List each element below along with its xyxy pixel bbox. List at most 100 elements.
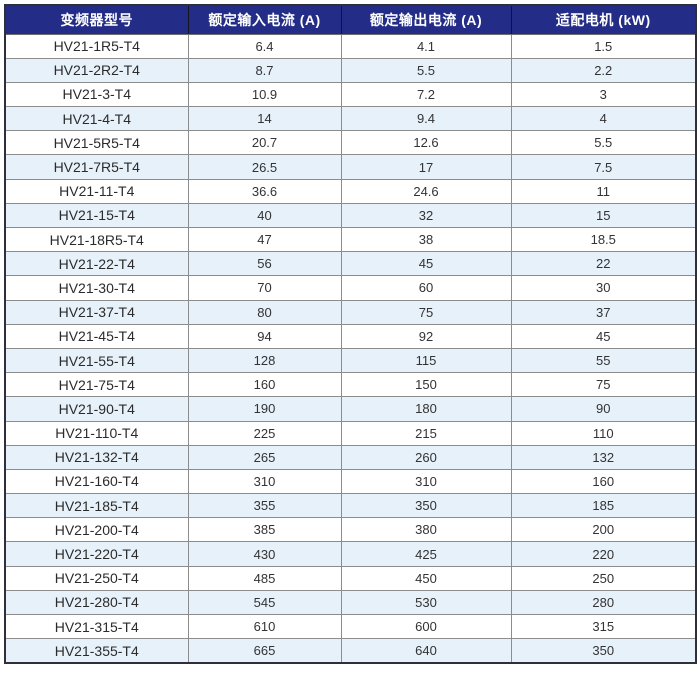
value-cell: 385 [187,517,342,543]
model-cell: HV21-15-T4 [4,202,189,229]
model-cell: HV21-75-T4 [4,372,189,398]
value-cell: 160 [187,372,342,398]
value-cell: 310 [187,468,342,495]
table-row: HV21-2R2-T4 8.7 5.5 2.2 [4,57,697,83]
value-cell: 132 [510,444,697,470]
value-cell: 425 [340,541,512,567]
value-cell: 545 [187,589,342,616]
value-cell: 115 [340,347,512,374]
model-cell: HV21-4-T4 [4,106,189,132]
model-cell: HV21-45-T4 [4,323,189,349]
table-row: HV21-250-T4 485 450 250 [4,565,697,591]
model-cell: HV21-110-T4 [4,420,189,446]
value-cell: 70 [187,275,342,301]
value-cell: 7.2 [340,81,512,108]
value-cell: 45 [340,251,512,277]
value-cell: 215 [340,420,512,446]
value-cell: 225 [187,420,342,446]
value-cell: 485 [187,565,342,591]
column-header-rated-output-current: 额定输出电流 (A) [340,4,512,35]
value-cell: 60 [340,275,512,301]
model-cell: HV21-160-T4 [4,468,189,495]
value-cell: 36.6 [187,178,342,204]
table-row: HV21-185-T4 355 350 185 [4,493,697,519]
value-cell: 22 [510,251,697,277]
value-cell: 110 [510,420,697,446]
table-row: HV21-3-T4 10.9 7.2 3 [4,81,697,108]
value-cell: 200 [510,517,697,543]
value-cell: 600 [340,613,512,640]
value-cell: 315 [510,613,697,640]
value-cell: 530 [340,589,512,616]
value-cell: 11 [510,178,697,204]
value-cell: 260 [340,444,512,470]
model-cell: HV21-200-T4 [4,517,189,543]
model-cell: HV21-18R5-T4 [4,226,189,253]
value-cell: 265 [187,444,342,470]
value-cell: 40 [187,202,342,229]
table-row: HV21-22-T4 56 45 22 [4,251,697,277]
table-row: HV21-7R5-T4 26.5 17 7.5 [4,154,697,180]
table-row: HV21-90-T4 190 180 90 [4,396,697,422]
value-cell: 12.6 [340,130,512,156]
model-cell: HV21-315-T4 [4,613,189,640]
table-header: 变频器型号 额定输入电流 (A) 额定输出电流 (A) 适配电机 (kW) [4,4,697,35]
table-row: HV21-355-T4 665 640 350 [4,638,697,664]
value-cell: 450 [340,565,512,591]
table-row: HV21-75-T4 160 150 75 [4,372,697,398]
value-cell: 4 [510,106,697,132]
table-row: HV21-132-T4 265 260 132 [4,444,697,470]
value-cell: 94 [187,323,342,349]
model-cell: HV21-37-T4 [4,299,189,325]
model-cell: HV21-22-T4 [4,251,189,277]
value-cell: 180 [340,396,512,422]
value-cell: 24.6 [340,178,512,204]
column-header-adapted-motor: 适配电机 (kW) [510,4,697,35]
model-cell: HV21-90-T4 [4,396,189,422]
value-cell: 75 [340,299,512,325]
column-header-model: 变频器型号 [4,4,189,35]
value-cell: 30 [510,275,697,301]
model-cell: HV21-2R2-T4 [4,57,189,83]
value-cell: 3 [510,81,697,108]
value-cell: 430 [187,541,342,567]
value-cell: 32 [340,202,512,229]
value-cell: 75 [510,372,697,398]
value-cell: 2.2 [510,57,697,83]
table-row: HV21-11-T4 36.6 24.6 11 [4,178,697,204]
value-cell: 55 [510,347,697,374]
value-cell: 15 [510,202,697,229]
model-cell: HV21-185-T4 [4,493,189,519]
table-row: HV21-30-T4 70 60 30 [4,275,697,301]
model-cell: HV21-11-T4 [4,178,189,204]
value-cell: 350 [340,493,512,519]
model-cell: HV21-280-T4 [4,589,189,616]
value-cell: 5.5 [510,130,697,156]
table-row: HV21-1R5-T4 6.4 4.1 1.5 [4,33,697,59]
value-cell: 10.9 [187,81,342,108]
value-cell: 380 [340,517,512,543]
value-cell: 5.5 [340,57,512,83]
value-cell: 80 [187,299,342,325]
table-row: HV21-160-T4 310 310 160 [4,468,697,495]
inverter-spec-table: 变频器型号 额定输入电流 (A) 额定输出电流 (A) 适配电机 (kW) HV… [4,4,697,664]
value-cell: 190 [187,396,342,422]
model-cell: HV21-355-T4 [4,638,189,664]
model-cell: HV21-5R5-T4 [4,130,189,156]
value-cell: 665 [187,638,342,664]
model-cell: HV21-55-T4 [4,347,189,374]
table-body: HV21-1R5-T4 6.4 4.1 1.5 HV21-2R2-T4 8.7 5.5 2.2… [4,33,697,664]
value-cell: 4.1 [340,33,512,59]
value-cell: 1.5 [510,33,697,59]
value-cell: 610 [187,613,342,640]
value-cell: 92 [340,323,512,349]
value-cell: 128 [187,347,342,374]
value-cell: 90 [510,396,697,422]
value-cell: 150 [340,372,512,398]
table-row: HV21-5R5-T4 20.7 12.6 5.5 [4,130,697,156]
model-cell: HV21-7R5-T4 [4,154,189,180]
table-row: HV21-200-T4 385 380 200 [4,517,697,543]
table-row: HV21-110-T4 225 215 110 [4,420,697,446]
value-cell: 640 [340,638,512,664]
